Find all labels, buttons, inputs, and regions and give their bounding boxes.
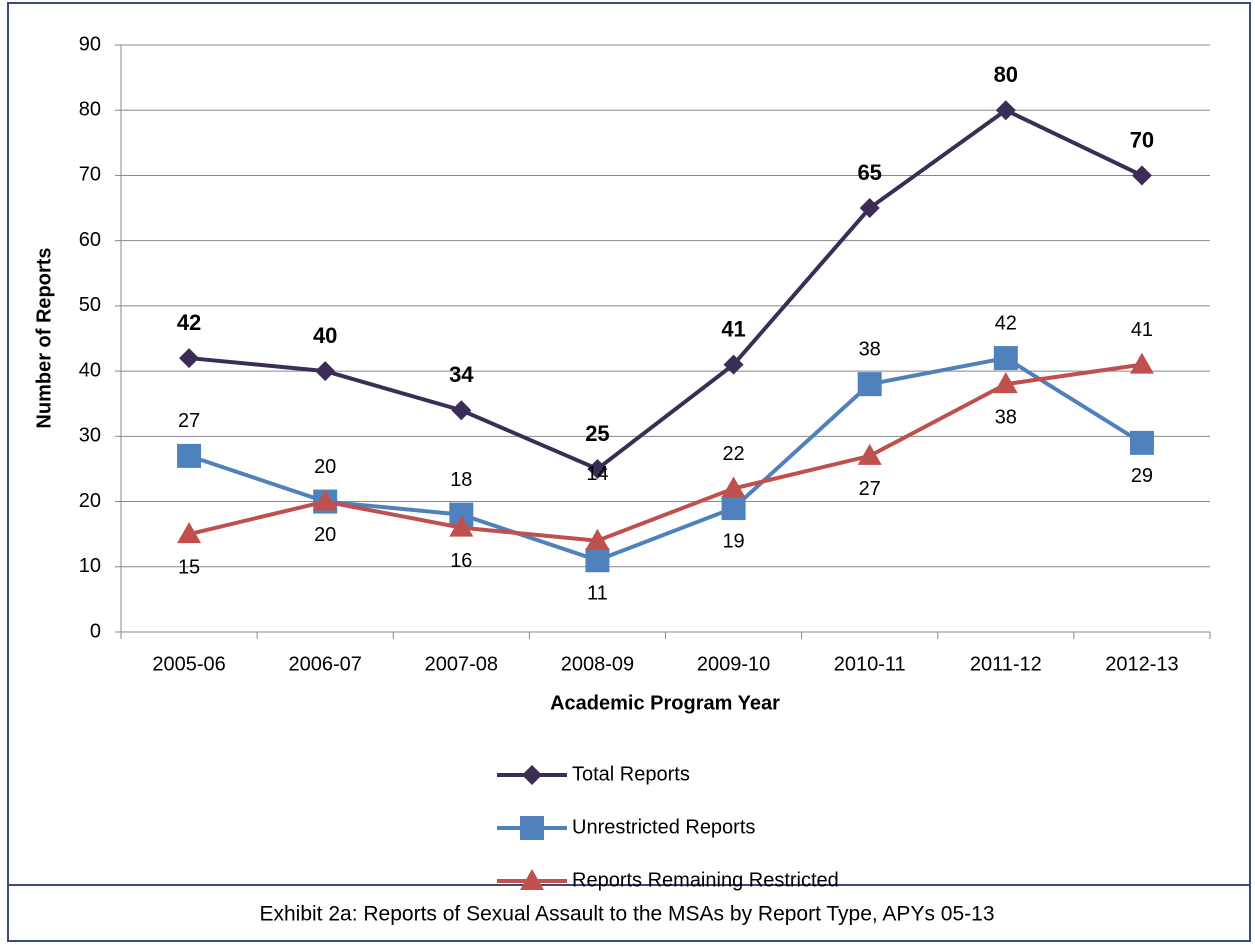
y-tick-label: 20 bbox=[79, 490, 101, 512]
x-tick-label: 2011-12 bbox=[970, 653, 1042, 675]
data-point bbox=[723, 354, 744, 375]
x-tick-label: 2005-06 bbox=[152, 653, 225, 675]
data-label: 41 bbox=[1131, 319, 1153, 341]
data-point bbox=[179, 348, 200, 369]
data-label: 42 bbox=[177, 310, 201, 335]
frame bbox=[7, 2, 1251, 942]
data-point bbox=[993, 372, 1018, 394]
y-tick-label: 80 bbox=[79, 99, 101, 121]
y-tick-label: 40 bbox=[79, 359, 101, 381]
x-tick-label: 2009-10 bbox=[697, 653, 770, 675]
data-point bbox=[177, 522, 202, 544]
x-tick-label: 2007-08 bbox=[425, 653, 498, 675]
data-label: 22 bbox=[722, 443, 744, 465]
data-label: 18 bbox=[450, 469, 472, 491]
series-line bbox=[188, 362, 1143, 543]
data-point bbox=[1129, 352, 1154, 374]
data-point bbox=[859, 198, 880, 219]
series-line bbox=[188, 107, 1143, 472]
data-label: 80 bbox=[994, 62, 1018, 87]
legend-marker bbox=[522, 765, 542, 785]
y-tick-label: 70 bbox=[79, 164, 101, 186]
data-label: 19 bbox=[722, 530, 744, 552]
y-tick-label: 0 bbox=[90, 620, 101, 642]
legend-label: Reports Remaining Restricted bbox=[572, 869, 839, 891]
data-point bbox=[587, 458, 608, 479]
data-label: 14 bbox=[586, 463, 608, 485]
data-point bbox=[857, 372, 882, 397]
data-point bbox=[1131, 165, 1152, 186]
x-tick-label: 2012-13 bbox=[1105, 653, 1178, 675]
x-axis-title: Academic Program Year bbox=[550, 692, 780, 714]
series-line bbox=[188, 355, 1143, 563]
data-point bbox=[449, 502, 474, 527]
y-tick-label: 60 bbox=[79, 229, 101, 251]
legend-marker bbox=[520, 816, 544, 840]
data-label: 34 bbox=[449, 362, 474, 387]
data-label: 16 bbox=[450, 550, 472, 572]
data-label: 42 bbox=[995, 312, 1017, 334]
data-label: 41 bbox=[721, 316, 745, 341]
legend-label: Total Reports bbox=[572, 763, 690, 785]
data-point bbox=[177, 443, 202, 468]
data-label: 20 bbox=[314, 524, 336, 546]
data-label: 29 bbox=[1131, 465, 1153, 487]
y-tick-label: 90 bbox=[79, 33, 101, 55]
y-tick-label: 10 bbox=[79, 555, 101, 577]
data-point bbox=[995, 100, 1016, 121]
data-point bbox=[585, 548, 610, 573]
data-point bbox=[1129, 430, 1154, 455]
legend-marker bbox=[520, 869, 544, 890]
data-point bbox=[993, 346, 1018, 371]
data-label: 65 bbox=[857, 160, 881, 185]
legend-label: Unrestricted Reports bbox=[572, 816, 755, 838]
data-label: 40 bbox=[313, 323, 337, 348]
data-point bbox=[315, 361, 336, 382]
data-point bbox=[721, 476, 746, 498]
data-label: 20 bbox=[314, 456, 336, 478]
data-label: 27 bbox=[859, 478, 881, 500]
data-point bbox=[451, 400, 472, 421]
y-axis-title: Number of Reports bbox=[33, 247, 55, 428]
data-label: 70 bbox=[1130, 127, 1154, 152]
data-point bbox=[585, 528, 610, 550]
data-label: 38 bbox=[859, 338, 881, 360]
data-label: 11 bbox=[587, 583, 608, 605]
data-point bbox=[313, 489, 338, 511]
y-tick-label: 30 bbox=[79, 425, 101, 447]
data-label: 15 bbox=[178, 556, 200, 578]
data-point bbox=[449, 515, 474, 537]
data-label: 38 bbox=[995, 406, 1017, 428]
data-label: 25 bbox=[585, 421, 609, 446]
x-tick-label: 2010-11 bbox=[834, 653, 906, 675]
caption: Exhibit 2a: Reports of Sexual Assault to… bbox=[259, 903, 994, 926]
data-label: 27 bbox=[178, 410, 200, 432]
data-point bbox=[721, 496, 746, 521]
x-tick-label: 2008-09 bbox=[561, 653, 634, 675]
y-tick-label: 50 bbox=[79, 294, 101, 316]
x-tick-label: 2006-07 bbox=[288, 653, 361, 675]
data-point bbox=[857, 443, 882, 465]
